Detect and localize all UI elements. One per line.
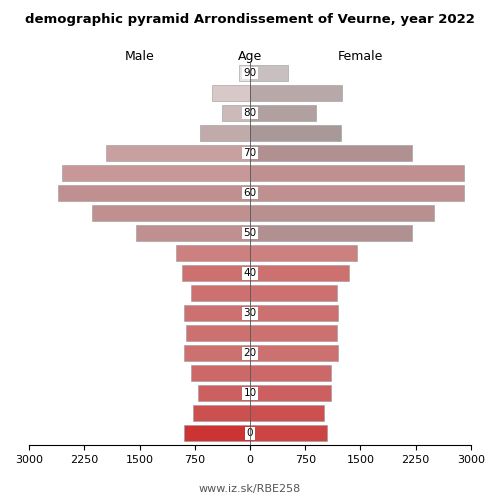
Bar: [191, 365, 250, 382]
Bar: [250, 245, 357, 262]
Text: www.iz.sk/RBE258: www.iz.sk/RBE258: [199, 484, 301, 494]
Bar: [58, 185, 250, 202]
Bar: [250, 65, 288, 81]
Text: 20: 20: [244, 348, 256, 358]
Bar: [192, 405, 250, 421]
Bar: [186, 325, 250, 342]
Text: Age: Age: [238, 50, 262, 63]
Bar: [250, 405, 324, 421]
Bar: [222, 105, 250, 121]
Bar: [250, 125, 340, 142]
Text: Male: Male: [124, 50, 154, 63]
Bar: [136, 225, 250, 242]
Text: 0: 0: [246, 428, 253, 438]
Bar: [250, 225, 412, 242]
Bar: [62, 165, 250, 182]
Bar: [250, 425, 328, 442]
Text: 80: 80: [244, 108, 256, 118]
Bar: [250, 285, 337, 302]
Bar: [106, 145, 250, 162]
Bar: [250, 305, 338, 322]
Bar: [250, 205, 434, 222]
Text: 40: 40: [244, 268, 256, 278]
Bar: [212, 85, 250, 101]
Bar: [184, 425, 250, 442]
Bar: [191, 285, 250, 302]
Bar: [250, 365, 331, 382]
Text: 30: 30: [244, 308, 256, 318]
Bar: [250, 325, 337, 342]
Bar: [250, 105, 316, 121]
Bar: [184, 305, 250, 322]
Text: 10: 10: [244, 388, 256, 398]
Bar: [250, 145, 412, 162]
Text: 60: 60: [244, 188, 256, 198]
Bar: [182, 265, 250, 281]
Text: 90: 90: [244, 68, 256, 78]
Bar: [250, 265, 350, 281]
Bar: [198, 385, 250, 402]
Bar: [200, 125, 250, 142]
Bar: [250, 165, 464, 182]
Text: demographic pyramid Arrondissement of Veurne, year 2022: demographic pyramid Arrondissement of Ve…: [25, 12, 475, 26]
Bar: [250, 85, 342, 101]
Bar: [176, 245, 250, 262]
Text: 50: 50: [244, 228, 256, 238]
Text: 70: 70: [244, 148, 256, 158]
Bar: [250, 345, 338, 362]
Bar: [92, 205, 250, 222]
Bar: [239, 65, 250, 81]
Bar: [250, 385, 331, 402]
Bar: [250, 185, 464, 202]
Bar: [184, 345, 250, 362]
Text: Female: Female: [338, 50, 383, 63]
